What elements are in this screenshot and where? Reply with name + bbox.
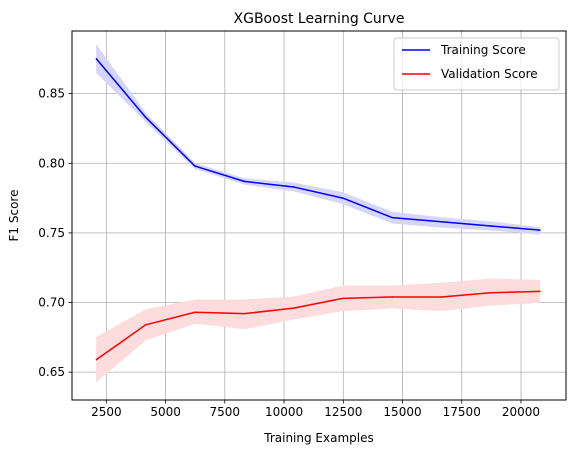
data-point <box>342 197 344 199</box>
data-point <box>342 298 344 300</box>
x-tick-label: 7500 <box>210 405 241 419</box>
data-point <box>539 229 541 231</box>
data-point <box>145 117 147 119</box>
x-tick-label: 17500 <box>443 405 481 419</box>
x-axis-label: Training Examples <box>263 431 373 445</box>
y-tick-label: 0.75 <box>38 226 65 240</box>
data-point <box>490 225 492 227</box>
data-point <box>243 181 245 183</box>
x-tick-label: 5000 <box>150 405 181 419</box>
x-tick-label: 10000 <box>265 405 303 419</box>
data-point <box>441 296 443 298</box>
data-point <box>293 307 295 309</box>
data-point <box>194 311 196 313</box>
y-tick-label: 0.80 <box>38 156 65 170</box>
data-point <box>539 291 541 293</box>
data-point <box>490 292 492 294</box>
y-tick-label: 0.70 <box>38 296 65 310</box>
legend: Training Score Validation Score <box>394 38 559 90</box>
data-point <box>96 58 98 60</box>
y-axis-label: F1 Score <box>7 190 21 242</box>
x-tick-label: 15000 <box>383 405 421 419</box>
y-tick-label: 0.85 <box>38 87 65 101</box>
x-tick-label: 20000 <box>502 405 540 419</box>
data-point <box>293 186 295 188</box>
data-point <box>391 296 393 298</box>
data-point <box>243 313 245 315</box>
data-point <box>441 221 443 223</box>
legend-label-validation: Validation Score <box>441 67 538 81</box>
legend-label-training: Training Score <box>440 43 526 57</box>
x-tick-label: 2500 <box>91 405 122 419</box>
x-tick-label: 12500 <box>324 405 362 419</box>
data-point <box>96 359 98 361</box>
y-tick-label: 0.65 <box>38 365 65 379</box>
chart-title: XGBoost Learning Curve <box>234 11 405 27</box>
data-point <box>145 324 147 326</box>
data-point <box>391 217 393 219</box>
data-point <box>194 165 196 167</box>
